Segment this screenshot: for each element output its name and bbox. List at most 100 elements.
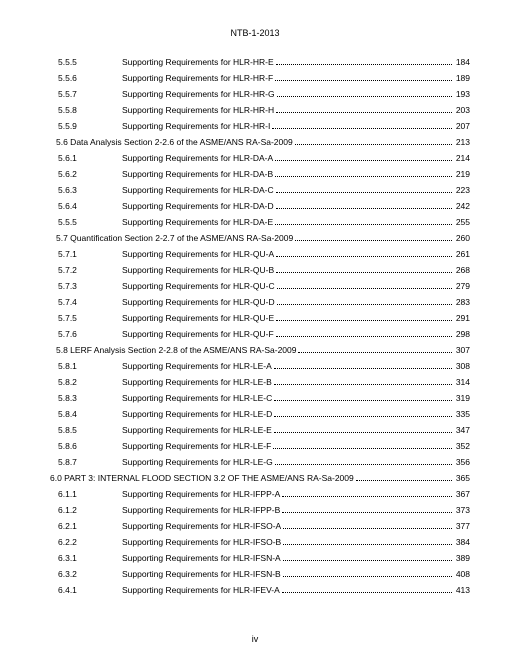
toc-entry: 5.5.5Supporting Requirements for HLR-HR-… bbox=[40, 58, 470, 67]
toc-entry-number: 5.5.7 bbox=[40, 90, 122, 99]
toc-leader-dots bbox=[275, 176, 452, 177]
toc-leader-dots bbox=[275, 224, 452, 225]
toc-entry-page: 261 bbox=[454, 250, 470, 259]
toc-entry: 6.1.2Supporting Requirements for HLR-IFP… bbox=[40, 506, 470, 515]
toc-entry-number: 5.5.6 bbox=[40, 74, 122, 83]
toc-leader-dots bbox=[295, 240, 452, 241]
toc-entry-title: 6.0 PART 3: INTERNAL FLOOD SECTION 3.2 O… bbox=[50, 474, 354, 483]
toc-entry: 6.0 PART 3: INTERNAL FLOOD SECTION 3.2 O… bbox=[40, 474, 470, 483]
toc-entry-title: 5.6 Data Analysis Section 2-2.6 of the A… bbox=[56, 138, 293, 147]
toc-entry-title: Supporting Requirements for HLR-LE-C bbox=[122, 394, 272, 403]
toc-entry: 5.5.9Supporting Requirements for HLR-HR-… bbox=[40, 122, 470, 131]
toc-entry-title: Supporting Requirements for HLR-HR-G bbox=[122, 90, 275, 99]
toc-entry-page: 389 bbox=[454, 554, 470, 563]
toc-leader-dots bbox=[274, 400, 452, 401]
table-of-contents: 5.5.5Supporting Requirements for HLR-HR-… bbox=[40, 58, 470, 595]
toc-entry-page: 279 bbox=[454, 282, 470, 291]
toc-entry-title: Supporting Requirements for HLR-LE-B bbox=[122, 378, 272, 387]
toc-entry: 6.2.1Supporting Requirements for HLR-IFS… bbox=[40, 522, 470, 531]
toc-leader-dots bbox=[275, 160, 452, 161]
toc-entry-number: 6.1.1 bbox=[40, 490, 122, 499]
toc-entry-title: Supporting Requirements for HLR-HR-E bbox=[122, 58, 274, 67]
toc-entry-title: Supporting Requirements for HLR-QU-B bbox=[122, 266, 274, 275]
toc-leader-dots bbox=[283, 560, 452, 561]
toc-entry-page: 377 bbox=[454, 522, 470, 531]
toc-entry-page: 193 bbox=[454, 90, 470, 99]
toc-entry-title: Supporting Requirements for HLR-DA-D bbox=[122, 202, 274, 211]
toc-entry: 5.7 Quantification Section 2-2.7 of the … bbox=[40, 234, 470, 243]
toc-entry-title: Supporting Requirements for HLR-IFSO-B bbox=[122, 538, 281, 547]
toc-entry: 5.8.1Supporting Requirements for HLR-LE-… bbox=[40, 362, 470, 371]
toc-entry: 5.8.2Supporting Requirements for HLR-LE-… bbox=[40, 378, 470, 387]
toc-entry: 5.5.8Supporting Requirements for HLR-HR-… bbox=[40, 106, 470, 115]
toc-entry-page: 307 bbox=[454, 346, 470, 355]
toc-entry-page: 356 bbox=[454, 458, 470, 467]
toc-entry-number: 5.6.1 bbox=[40, 154, 122, 163]
toc-entry-number: 5.8.5 bbox=[40, 426, 122, 435]
toc-entry: 5.7.3Supporting Requirements for HLR-QU-… bbox=[40, 282, 470, 291]
toc-entry-page: 242 bbox=[454, 202, 470, 211]
toc-entry: 5.8 LERF Analysis Section 2-2.8 of the A… bbox=[40, 346, 470, 355]
toc-leader-dots bbox=[276, 320, 452, 321]
toc-entry-page: 367 bbox=[454, 490, 470, 499]
toc-entry-page: 314 bbox=[454, 378, 470, 387]
toc-entry: 5.8.5Supporting Requirements for HLR-LE-… bbox=[40, 426, 470, 435]
toc-entry-title: Supporting Requirements for HLR-QU-F bbox=[122, 330, 274, 339]
toc-entry-title: Supporting Requirements for HLR-IFSO-A bbox=[122, 522, 281, 531]
page-number: iv bbox=[0, 634, 510, 644]
toc-entry-page: 203 bbox=[454, 106, 470, 115]
toc-entry-number: 6.3.1 bbox=[40, 554, 122, 563]
toc-entry-title: Supporting Requirements for HLR-QU-C bbox=[122, 282, 275, 291]
toc-entry-number: 5.6.4 bbox=[40, 202, 122, 211]
toc-entry-title: Supporting Requirements for HLR-DA-A bbox=[122, 154, 273, 163]
toc-entry-page: 189 bbox=[454, 74, 470, 83]
toc-entry-number: 5.8.2 bbox=[40, 378, 122, 387]
toc-entry: 5.6.3Supporting Requirements for HLR-DA-… bbox=[40, 186, 470, 195]
toc-entry-title: Supporting Requirements for HLR-HR-H bbox=[122, 106, 274, 115]
toc-entry-page: 184 bbox=[454, 58, 470, 67]
toc-leader-dots bbox=[273, 448, 452, 449]
toc-entry-number: 6.4.1 bbox=[40, 586, 122, 595]
toc-entry: 5.8.3Supporting Requirements for HLR-LE-… bbox=[40, 394, 470, 403]
toc-entry-number: 5.8.4 bbox=[40, 410, 122, 419]
toc-leader-dots bbox=[282, 592, 452, 593]
toc-leader-dots bbox=[276, 272, 452, 273]
toc-entry-number: 5.6.3 bbox=[40, 186, 122, 195]
toc-entry-page: 213 bbox=[454, 138, 470, 147]
toc-leader-dots bbox=[276, 112, 452, 113]
toc-leader-dots bbox=[295, 144, 452, 145]
toc-entry-title: Supporting Requirements for HLR-QU-D bbox=[122, 298, 275, 307]
toc-entry-number: 5.5.8 bbox=[40, 106, 122, 115]
toc-leader-dots bbox=[276, 208, 452, 209]
toc-leader-dots bbox=[274, 384, 452, 385]
toc-entry-number: 6.2.2 bbox=[40, 538, 122, 547]
toc-leader-dots bbox=[272, 128, 451, 129]
toc-entry-title: Supporting Requirements for HLR-QU-A bbox=[122, 250, 274, 259]
toc-entry-page: 365 bbox=[454, 474, 470, 483]
toc-entry-number: 5.7.3 bbox=[40, 282, 122, 291]
doc-header: NTB-1-2013 bbox=[40, 28, 470, 38]
toc-entry: 6.4.1Supporting Requirements for HLR-IFE… bbox=[40, 586, 470, 595]
toc-entry: 6.3.1Supporting Requirements for HLR-IFS… bbox=[40, 554, 470, 563]
toc-entry-title: Supporting Requirements for HLR-LE-G bbox=[122, 458, 273, 467]
toc-entry-title: Supporting Requirements for HLR-IFEV-A bbox=[122, 586, 280, 595]
toc-entry-page: 255 bbox=[454, 218, 470, 227]
toc-entry: 5.7.4Supporting Requirements for HLR-QU-… bbox=[40, 298, 470, 307]
toc-entry-page: 352 bbox=[454, 442, 470, 451]
toc-leader-dots bbox=[276, 336, 452, 337]
toc-entry-title: Supporting Requirements for HLR-IFPP-A bbox=[122, 490, 280, 499]
toc-entry-page: 214 bbox=[454, 154, 470, 163]
toc-entry-page: 335 bbox=[454, 410, 470, 419]
toc-entry: 5.7.1Supporting Requirements for HLR-QU-… bbox=[40, 250, 470, 259]
toc-entry: 5.7.6Supporting Requirements for HLR-QU-… bbox=[40, 330, 470, 339]
toc-entry: 5.8.4Supporting Requirements for HLR-LE-… bbox=[40, 410, 470, 419]
toc-leader-dots bbox=[275, 80, 452, 81]
toc-leader-dots bbox=[277, 304, 452, 305]
toc-entry-number: 5.7.1 bbox=[40, 250, 122, 259]
toc-entry-page: 413 bbox=[454, 586, 470, 595]
toc-leader-dots bbox=[283, 576, 452, 577]
toc-leader-dots bbox=[277, 288, 452, 289]
toc-entry-title: Supporting Requirements for HLR-IFSN-A bbox=[122, 554, 281, 563]
toc-entry-page: 308 bbox=[454, 362, 470, 371]
toc-entry-title: Supporting Requirements for HLR-HR-I bbox=[122, 122, 270, 131]
